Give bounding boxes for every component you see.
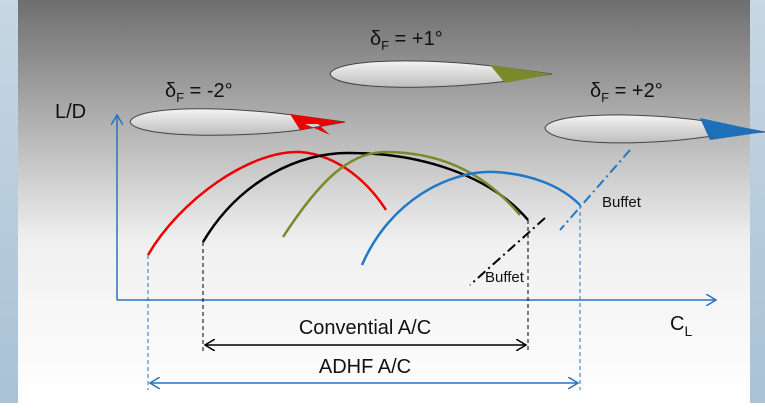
range-label: ADHF A/C xyxy=(319,356,411,378)
range-label: Convential A/C xyxy=(299,317,431,339)
airfoil-label: δF = +1° xyxy=(370,28,443,53)
airfoil-label: δF = +2° xyxy=(590,80,663,105)
airfoil-label: δF = -2° xyxy=(165,80,233,105)
buffet-label: Buffet xyxy=(485,269,525,286)
buffet-label: Buffet xyxy=(602,194,642,211)
diagram: L/D CL δF = -2° δF = +1° δF = +2° Buffet… xyxy=(0,0,765,403)
y-axis-label: L/D xyxy=(55,101,86,123)
